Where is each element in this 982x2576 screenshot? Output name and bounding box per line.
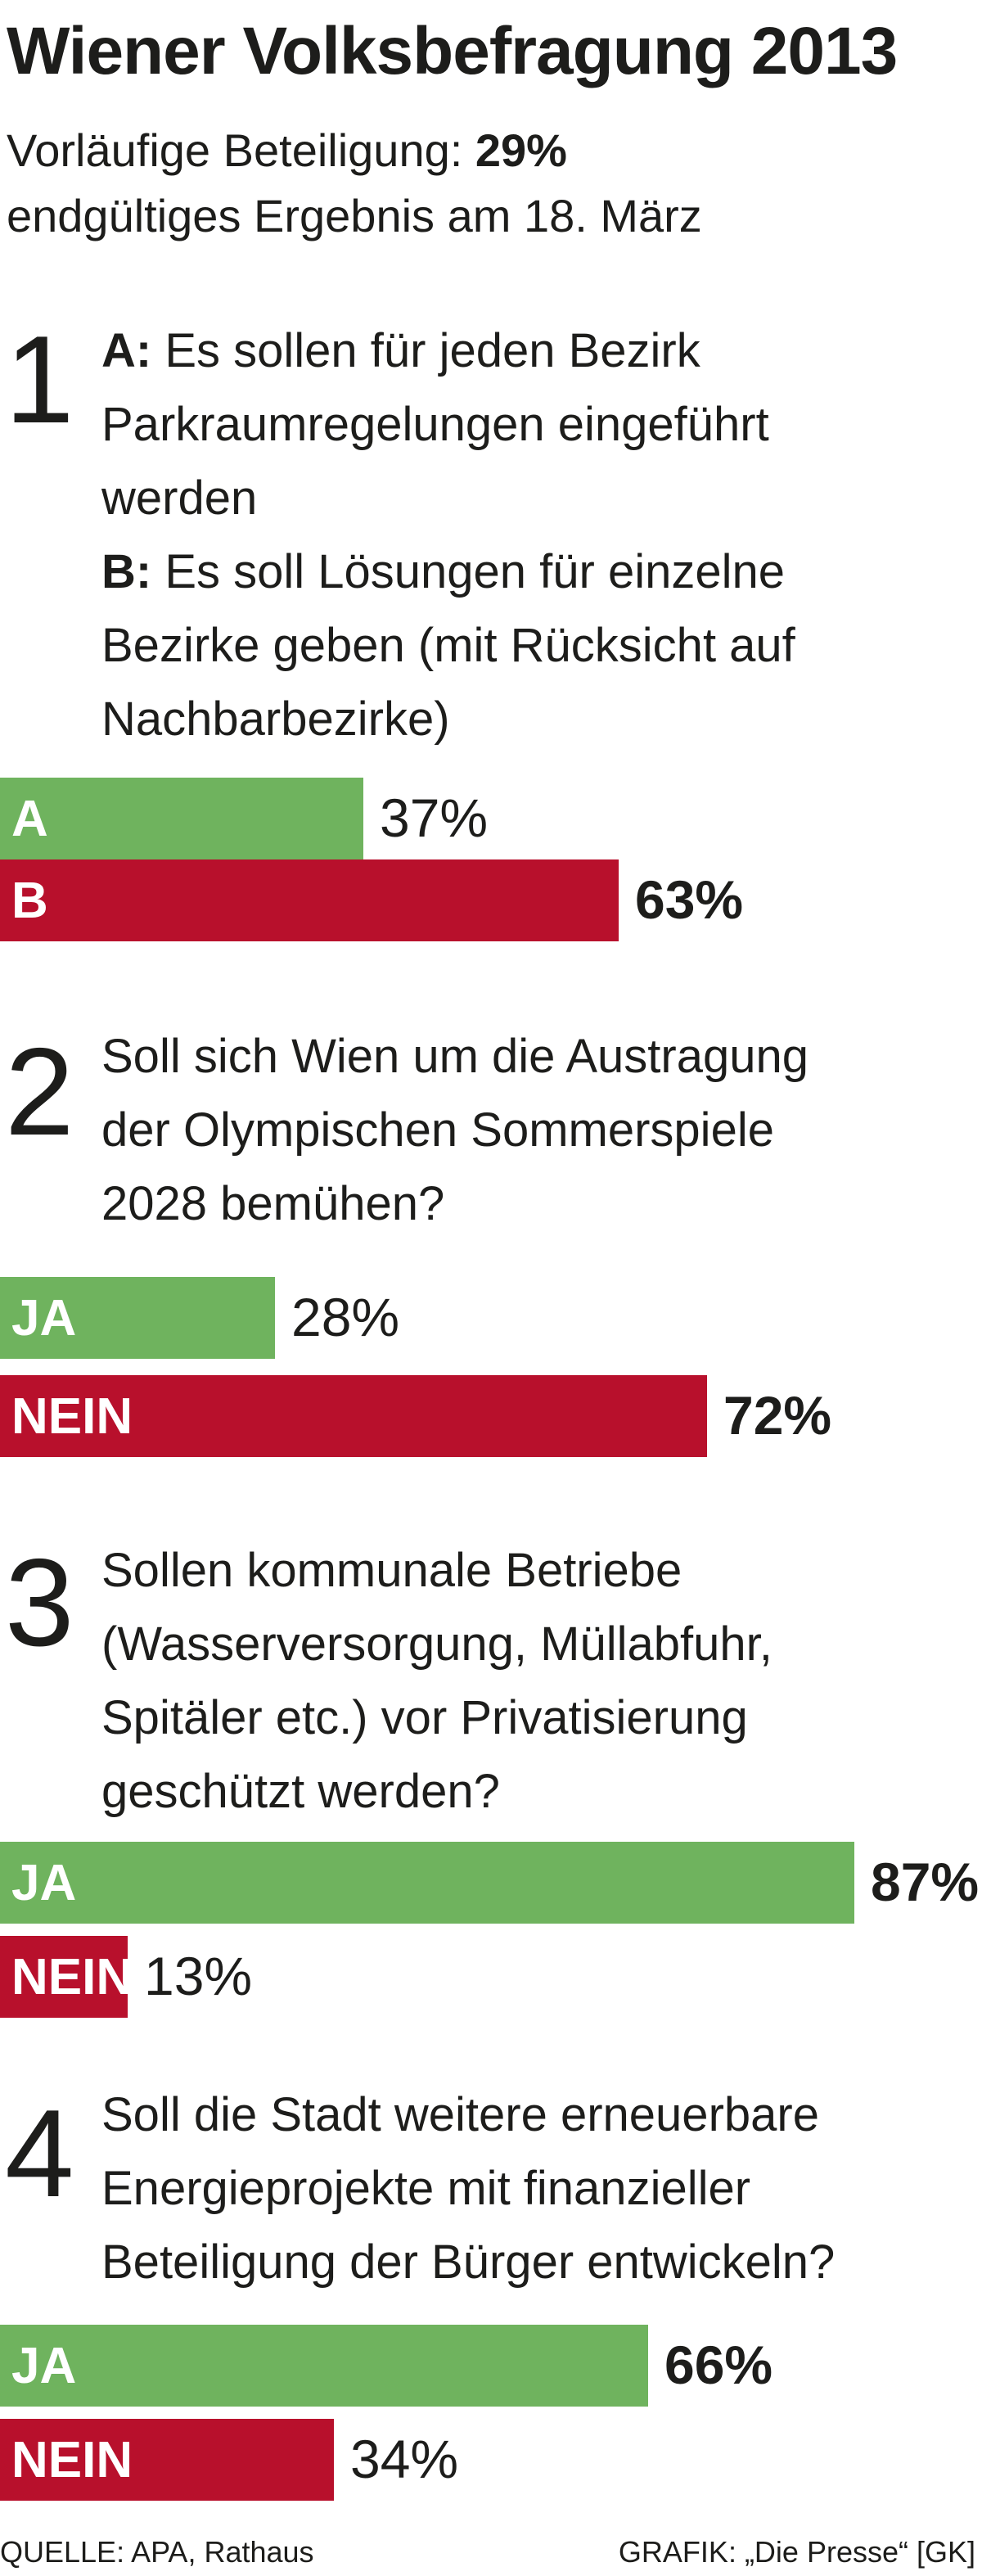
question-text-line: Sollen kommunale Betriebe	[101, 1547, 682, 1595]
question-text: der Olympischen Sommerspiele	[101, 1103, 774, 1157]
question-text-line: Energieprojekte mit finanzieller	[101, 2165, 750, 2213]
bar-value-label: 37%	[380, 787, 489, 848]
question-text: Soll sich Wien um die Austragung	[101, 1030, 809, 1083]
question-number: 3	[5, 1533, 74, 1672]
bar-value-label: 66%	[664, 2335, 773, 2395]
question-text-line: A: Es sollen für jeden Bezirk	[101, 327, 700, 375]
bar-category-label: JA	[11, 1855, 77, 1911]
question-text: Spitäler etc.) vor Privatisierung	[101, 1691, 748, 1744]
bar-green	[0, 1277, 275, 1359]
question-text: geschützt werden?	[101, 1765, 500, 1818]
bar-category-label: NEIN	[11, 2432, 133, 2488]
bar-value-label: 13%	[144, 1946, 253, 2006]
question-text-line: 2028 bemühen?	[101, 1180, 444, 1228]
bar-value-label: 34%	[350, 2429, 459, 2489]
participation-label: Vorläufige Beteiligung:	[7, 124, 475, 176]
bar-red	[0, 859, 619, 941]
bar-red	[0, 1375, 707, 1457]
bar-category-label: NEIN	[11, 1949, 133, 2005]
subtitle-final-result: endgültiges Ergebnis am 18. März	[7, 190, 702, 241]
question-text: Parkraumregelungen eingeführt	[101, 398, 769, 451]
question-text: Es soll Lösungen für einzelne	[151, 545, 786, 598]
bar-category-label: NEIN	[11, 1388, 133, 1445]
question-text: Bezirke geben (mit Rücksicht auf	[101, 619, 795, 672]
source-note: QUELLE: APA, Rathaus	[0, 2535, 314, 2569]
question-number: 1	[5, 310, 74, 449]
question-text-line: Parkraumregelungen eingeführt	[101, 401, 769, 449]
bar-red	[0, 1936, 128, 2018]
bar-category-label: JA	[11, 2338, 77, 2394]
question-text-line: Beteiligung der Bürger entwickeln?	[101, 2239, 835, 2286]
question-text-line: Bezirke geben (mit Rücksicht auf	[101, 622, 795, 670]
question-text: (Wasserversorgung, Müllabfuhr,	[101, 1617, 773, 1671]
bar-category-label: B	[11, 873, 48, 929]
question-text-line: werden	[101, 475, 257, 522]
question-number: 4	[5, 2084, 74, 2223]
option-prefix: B:	[101, 545, 152, 598]
question-text: Es sollen für jeden Bezirk	[151, 324, 700, 377]
question-text: Energieprojekte mit finanzieller	[101, 2162, 751, 2215]
bar-green	[0, 2325, 648, 2407]
option-prefix: A:	[101, 324, 152, 377]
subtitle-participation: Vorläufige Beteiligung: 29%	[7, 128, 567, 174]
question-text: Soll die Stadt weitere erneuerbare	[101, 2088, 819, 2141]
graphic-credit: GRAFIK: „Die Presse“ [GK]	[618, 2535, 975, 2569]
bar-green	[0, 1842, 854, 1924]
question-text-line: der Olympischen Sommerspiele	[101, 1107, 774, 1154]
question-text: 2028 bemühen?	[101, 1177, 445, 1230]
question-text-line: B: Es soll Lösungen für einzelne	[101, 548, 785, 596]
bar-red	[0, 2419, 334, 2501]
question-text-line: Soll sich Wien um die Austragung	[101, 1033, 809, 1080]
participation-value: 29%	[475, 124, 567, 176]
bar-value-label: 28%	[291, 1287, 400, 1347]
question-text-line: (Wasserversorgung, Müllabfuhr,	[101, 1621, 773, 1668]
bar-value-label: 72%	[723, 1385, 832, 1446]
question-text: Sollen kommunale Betriebe	[101, 1544, 682, 1597]
bar-green	[0, 778, 363, 859]
bar-value-label: 87%	[871, 1852, 980, 1912]
chart-title: Wiener Volksbefragung 2013	[7, 14, 898, 88]
question-text-line: geschützt werden?	[101, 1768, 500, 1816]
bar-category-label: A	[11, 791, 48, 847]
question-text-line: Spitäler etc.) vor Privatisierung	[101, 1694, 748, 1742]
question-text: Nachbarbezirke)	[101, 692, 450, 746]
question-number: 2	[5, 1022, 74, 1162]
question-text-line: Nachbarbezirke)	[101, 696, 450, 743]
question-text: werden	[101, 471, 258, 525]
bar-category-label: JA	[11, 1290, 77, 1347]
question-text: Beteiligung der Bürger entwickeln?	[101, 2235, 836, 2289]
bar-value-label: 63%	[635, 869, 744, 930]
question-text-line: Soll die Stadt weitere erneuerbare	[101, 2091, 819, 2139]
